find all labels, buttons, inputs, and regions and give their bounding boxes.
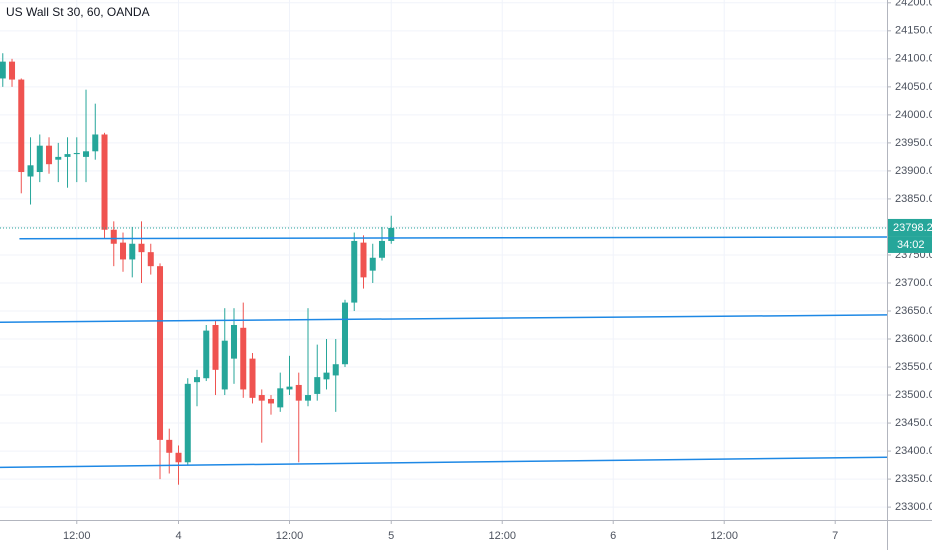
trend-line: [19, 236, 888, 240]
candle-body: [147, 252, 154, 267]
candle-body: [110, 229, 117, 244]
candle-body: [295, 384, 302, 401]
candle-body: [304, 395, 312, 401]
candle-body: [314, 377, 321, 394]
candle-body: [0, 61, 6, 79]
trend-line: [0, 456, 888, 469]
candle-body: [351, 240, 358, 303]
candle-body: [369, 257, 376, 271]
candle-body: [221, 340, 228, 390]
candle-body: [249, 358, 256, 398]
candle-body: [175, 452, 182, 463]
y-tick-label: 24000.0: [895, 109, 932, 121]
candle-body: [101, 134, 108, 230]
x-tick-label: 7: [832, 530, 838, 542]
trend-line: [0, 314, 888, 323]
candle-body: [9, 61, 16, 80]
candle-body: [240, 327, 247, 390]
candle-body: [92, 134, 99, 152]
x-tick-label: 4: [175, 530, 181, 542]
candle-body: [36, 145, 43, 173]
y-tick-label: 23500.0: [895, 389, 932, 401]
y-tick-label: 23400.0: [895, 445, 932, 457]
x-tick-label: 12:00: [710, 530, 738, 542]
y-tick-label: 23300.0: [895, 501, 932, 513]
candle-body: [212, 325, 219, 370]
y-tick-label: 23700.0: [895, 277, 932, 289]
y-tick-label: 23950.0: [895, 137, 932, 149]
candle-body: [203, 330, 210, 379]
candle-body: [46, 145, 53, 165]
countdown-badge: [888, 236, 932, 253]
y-tick-label: 23900.0: [895, 165, 932, 177]
candle-body: [286, 386, 293, 390]
candle-body: [73, 152, 80, 155]
candle-body: [64, 154, 71, 157]
candle-body: [83, 151, 90, 157]
x-tick-label: 12:00: [488, 530, 516, 542]
candle-body: [277, 388, 284, 408]
candle-body: [184, 383, 191, 463]
candle-body: [157, 266, 164, 440]
candle-body: [166, 439, 173, 453]
candle-body: [138, 243, 145, 253]
y-tick-label: 24200.0: [895, 0, 932, 9]
candle-body: [129, 243, 136, 260]
y-tick-label: 24150.0: [895, 25, 932, 37]
candle-body: [267, 398, 275, 404]
x-tick-label: 5: [388, 530, 394, 542]
y-tick-label: 23650.0: [895, 305, 932, 317]
countdown-label: 34:02: [897, 239, 925, 251]
price-label: 23798.2: [893, 222, 932, 234]
y-tick-label: 23550.0: [895, 361, 932, 373]
y-tick-label: 23450.0: [895, 417, 932, 429]
y-tick-label: 23350.0: [895, 473, 932, 485]
candle-body: [341, 302, 349, 365]
price-badge: [888, 218, 932, 237]
candle-body: [230, 325, 238, 359]
candle-body: [360, 242, 367, 278]
candle-body: [378, 240, 385, 258]
candle-body: [323, 372, 330, 380]
candle-body: [18, 79, 25, 173]
candle-body: [332, 364, 339, 376]
x-tick-label: 12:00: [63, 530, 91, 542]
candle-body: [120, 242, 127, 260]
candle-body: [194, 377, 201, 383]
candle-body: [258, 395, 265, 401]
y-tick-label: 24050.0: [895, 81, 932, 93]
candle-body: [27, 165, 34, 177]
candle-body: [55, 156, 62, 160]
y-tick-label: 24100.0: [895, 53, 932, 65]
chart-title: US Wall St 30, 60, OANDA: [6, 5, 150, 19]
y-tick-label: 23850.0: [895, 193, 932, 205]
x-tick-label: 6: [610, 530, 616, 542]
x-tick-label: 12:00: [276, 530, 304, 542]
y-tick-label: 23600.0: [895, 333, 932, 345]
candle-body: [388, 227, 395, 241]
